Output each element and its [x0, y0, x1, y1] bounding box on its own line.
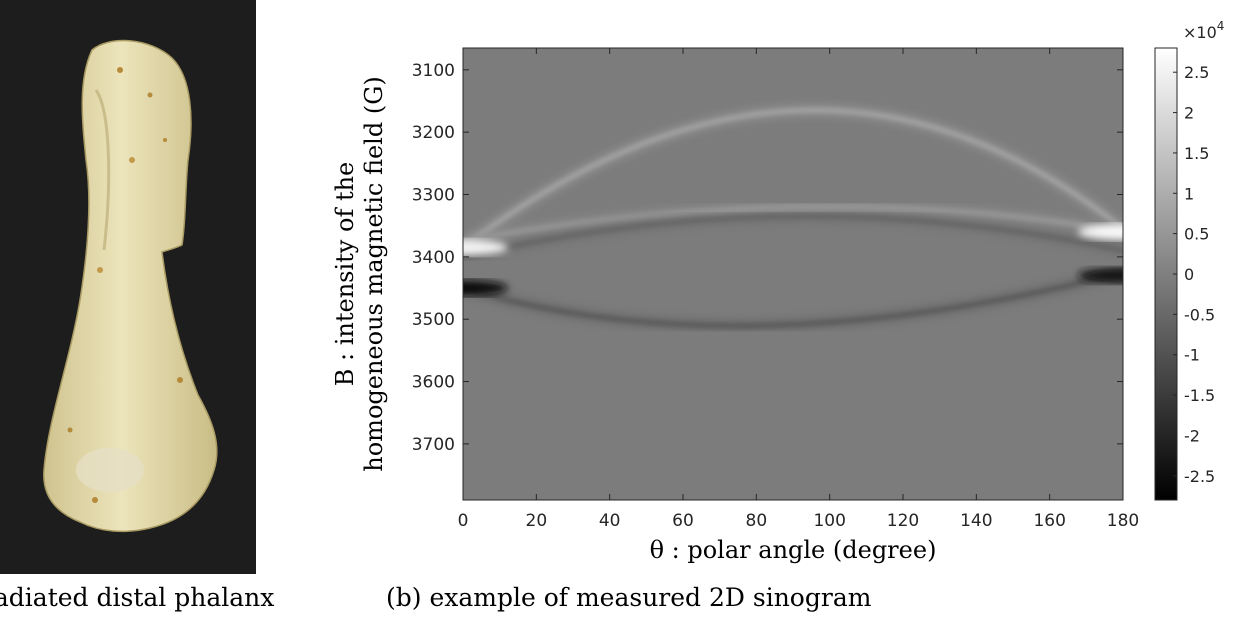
x-tick-label: 80 — [746, 511, 768, 531]
colorbar-tick-label: 0.5 — [1184, 225, 1209, 244]
bright-arc-halo — [463, 199, 1123, 249]
colorbar-multiplier: ×104 — [1183, 19, 1224, 42]
edge-dark — [463, 280, 508, 297]
heatmap-features — [463, 103, 1123, 333]
y-tick-label: 3400 — [412, 248, 455, 268]
colorbar-tick-label: 1.5 — [1184, 144, 1209, 163]
colorbar-tick-label: -2.5 — [1184, 467, 1215, 486]
panel-a-caption: irradiated distal phalanx — [0, 583, 275, 612]
x-tick-label: 120 — [887, 511, 919, 531]
x-tick-label: 140 — [960, 511, 992, 531]
colorbar-tick-label: -0.5 — [1184, 305, 1215, 324]
x-axis-label: θ : polar angle (degree) — [650, 536, 937, 564]
dark-arc-halo — [463, 265, 1123, 333]
x-tick-label: 40 — [599, 511, 621, 531]
colorbar-tick-label: -2 — [1184, 426, 1200, 445]
y-axis-label-line1: B : intensity of the — [331, 162, 359, 387]
y-tick-label: 3500 — [412, 310, 455, 330]
y-tick-label: 3600 — [412, 373, 455, 393]
heatmap-background — [463, 48, 1123, 500]
dark-arc-halo — [463, 209, 1123, 264]
y-axis-ticks: 3100 3200 3300 3400 3500 3600 3700 — [412, 61, 1123, 455]
colorbar-tick-label: 1 — [1184, 184, 1194, 203]
x-tick-label: 20 — [526, 511, 548, 531]
colorbar-tick-label: 0 — [1184, 265, 1194, 284]
x-tick-label: 160 — [1033, 511, 1065, 531]
colorbar-tick-label: -1 — [1184, 346, 1200, 365]
colorbar-tick-label: -1.5 — [1184, 386, 1215, 405]
colorbar-tick-label: 2 — [1184, 104, 1194, 123]
y-axis-label-line2: homogeneous magnetic field (G) — [360, 76, 388, 471]
plot-frame — [462, 47, 1124, 501]
edge-bright — [463, 239, 508, 256]
x-tick-label: 60 — [672, 511, 694, 531]
colorbar-ticks: 2.5 2 1.5 1 0.5 0 -0.5 -1 -1.5 -2 -2.5 — [1173, 63, 1215, 486]
bone-photo — [0, 0, 256, 574]
y-tick-label: 3700 — [412, 435, 455, 455]
y-tick-label: 3200 — [412, 123, 455, 143]
y-tick-label: 3100 — [412, 61, 455, 81]
x-axis-ticks: 0 20 40 60 80 100 120 140 160 180 — [458, 48, 1139, 531]
x-tick-label: 180 — [1107, 511, 1139, 531]
x-tick-label: 0 — [458, 511, 469, 531]
edge-dark — [1078, 267, 1123, 284]
colorbar-tick-label: 2.5 — [1184, 63, 1209, 82]
bright-arc-halo — [463, 103, 1123, 254]
x-tick-label: 100 — [813, 511, 845, 531]
y-tick-label: 3300 — [412, 186, 455, 206]
distal-phalanx-image — [0, 0, 256, 574]
panel-b-caption: (b) example of measured 2D sinogram — [386, 583, 872, 612]
edge-bright — [1078, 223, 1123, 240]
